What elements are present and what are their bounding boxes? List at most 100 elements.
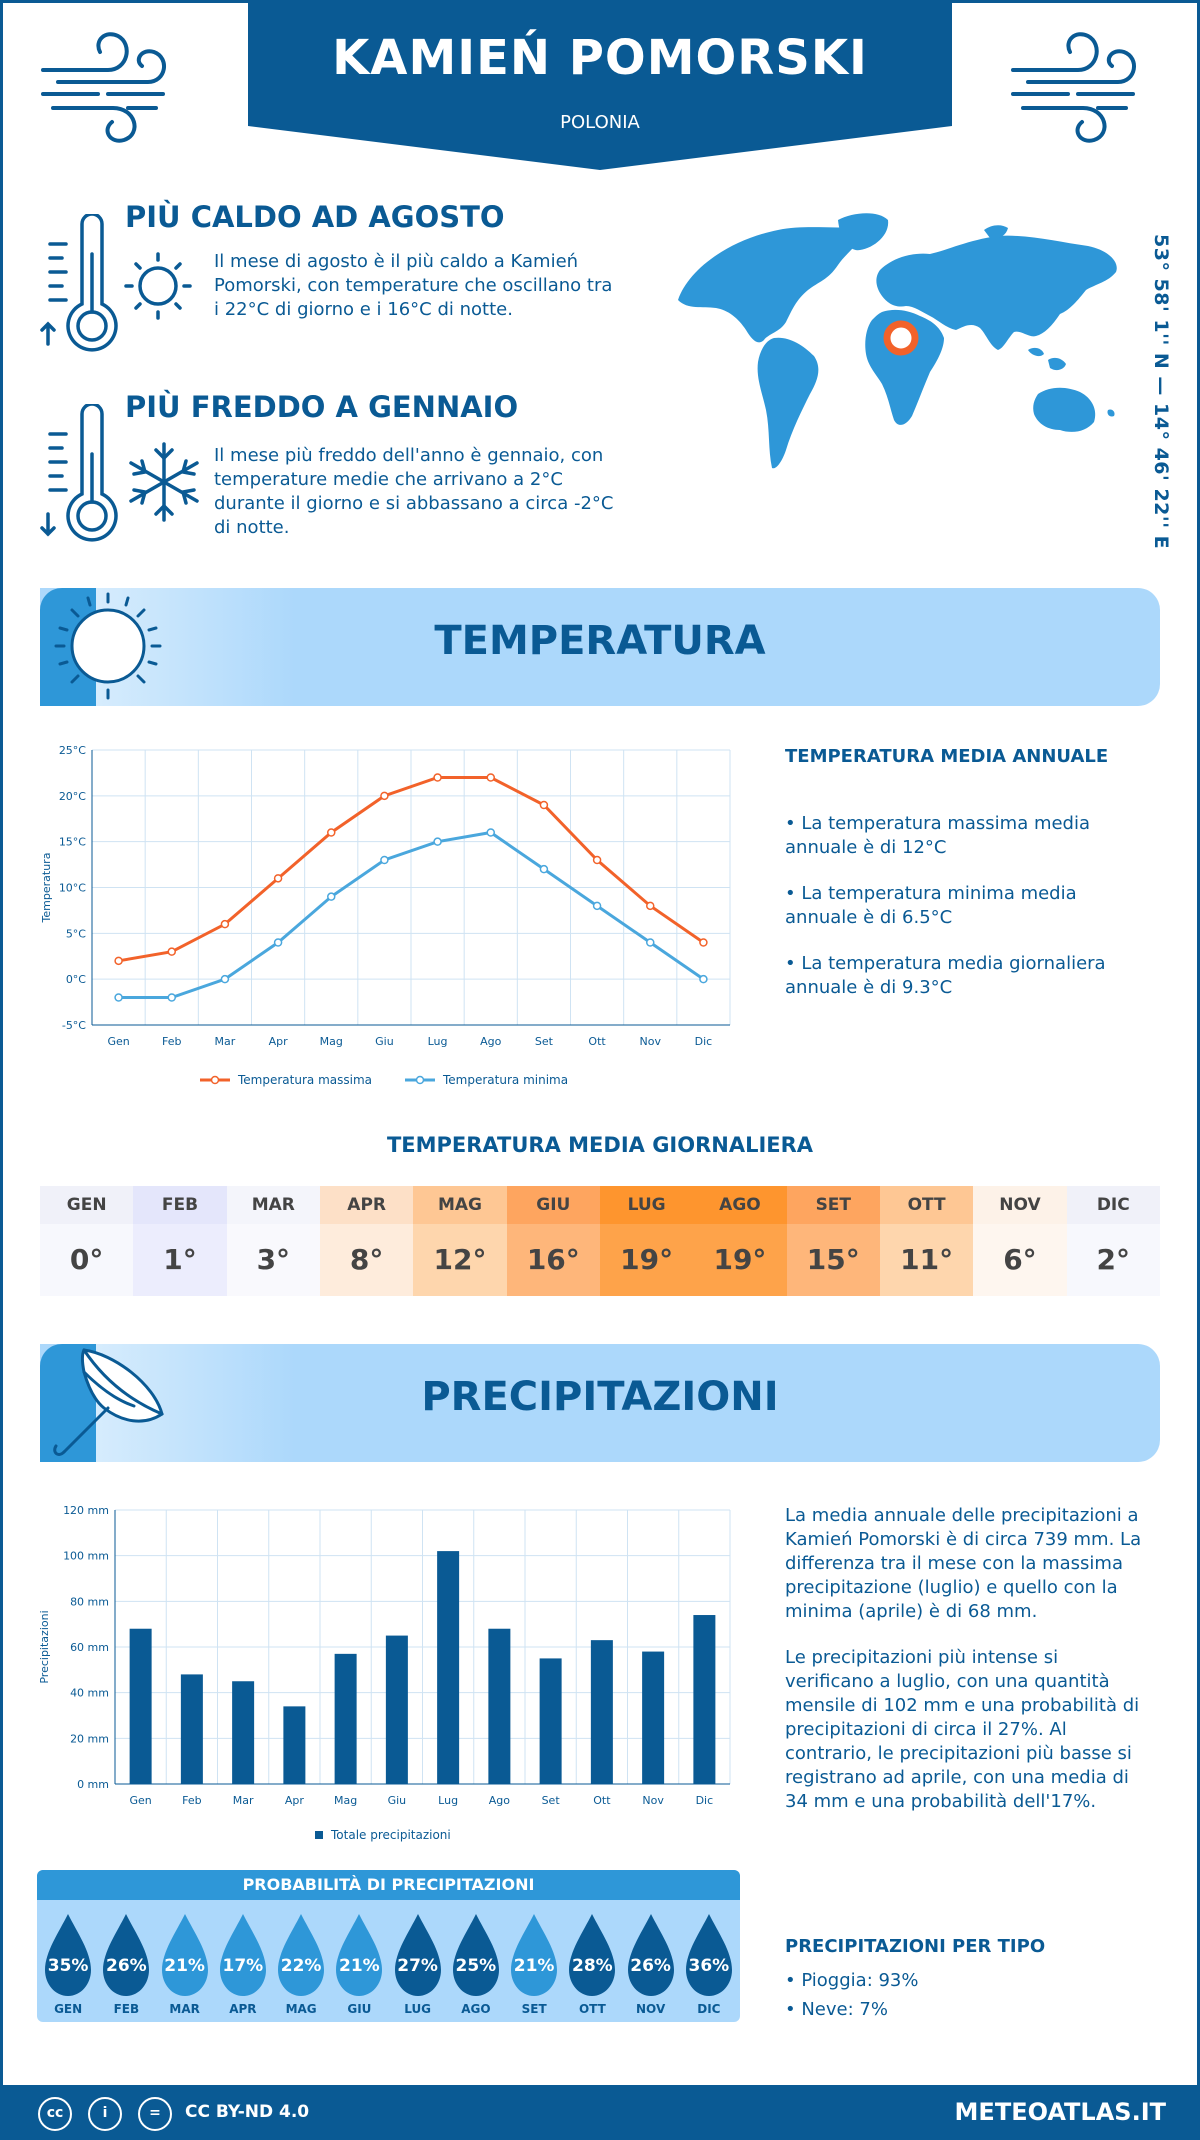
precip-probability-item: 21% MAR bbox=[156, 1910, 214, 2020]
precip-probability-value: 21% bbox=[339, 1956, 380, 1976]
data-point bbox=[539, 800, 549, 810]
precip-probability-month: AGO bbox=[461, 2002, 491, 2016]
precip-bar bbox=[232, 1681, 255, 1784]
x-tick-label: Nov bbox=[640, 1035, 662, 1048]
daily-month-label: LUG bbox=[599, 1186, 694, 1224]
x-tick-label: Dic bbox=[695, 1035, 713, 1048]
x-tick-label: Mag bbox=[320, 1035, 343, 1048]
precip-probability-month: OTT bbox=[578, 2002, 606, 2016]
precip-probability-month: GEN bbox=[54, 2002, 83, 2016]
data-point bbox=[114, 993, 123, 1002]
legend-marker bbox=[210, 1075, 220, 1085]
data-point bbox=[220, 974, 230, 984]
x-tick-label: Apr bbox=[269, 1035, 289, 1048]
y-tick-label: 5°C bbox=[66, 927, 86, 940]
daily-temp-value: 15° bbox=[786, 1224, 880, 1296]
daily-temp-value: 8° bbox=[319, 1224, 414, 1296]
legend-label: Temperatura minima bbox=[442, 1073, 568, 1087]
raindrop-icon bbox=[161, 1914, 208, 1996]
raindrop-icon bbox=[569, 1914, 616, 1996]
y-tick-label: 0 mm bbox=[77, 1778, 109, 1791]
precip-probability-value: 35% bbox=[47, 1956, 89, 1976]
daily-month-label: APR bbox=[319, 1186, 414, 1224]
y-tick-label: 60 mm bbox=[70, 1641, 109, 1654]
data-point bbox=[220, 919, 230, 929]
data-point bbox=[433, 837, 442, 846]
daily-month-label: NOV bbox=[973, 1186, 1067, 1224]
raindrop-icon bbox=[627, 1914, 674, 1996]
data-point bbox=[273, 874, 283, 883]
precip-probability-item: 27% LUG bbox=[389, 1910, 447, 2020]
daily-temp-value: 3° bbox=[226, 1224, 320, 1296]
daily-temp-column: MAR 3° bbox=[226, 1186, 320, 1296]
raindrop-icon bbox=[278, 1914, 324, 1996]
site-link[interactable]: METEOATLAS.IT bbox=[954, 2098, 1166, 2126]
daily-month-label: GIU bbox=[506, 1186, 600, 1224]
precip-probability-month: NOV bbox=[636, 2002, 666, 2016]
precip-summary: La media annuale delle precipitazioni a … bbox=[785, 1504, 1145, 1836]
precip-summary-extremes: Le precipitazioni più intense si verific… bbox=[785, 1647, 1140, 1812]
raindrop-icon bbox=[103, 1914, 150, 1996]
coldest-text: Il mese più freddo dell'anno è gennaio, … bbox=[214, 445, 614, 538]
attribution-icon: i bbox=[88, 2097, 122, 2131]
data-point bbox=[327, 828, 336, 837]
precip-type-rain: • Pioggia: 93% bbox=[785, 1970, 919, 1991]
footer: cc i = CC BY-ND 4.0 METEOATLAS.IT bbox=[0, 2085, 1200, 2140]
x-tick-label: Ott bbox=[593, 1794, 611, 1807]
daily-temp-column: NOV 6° bbox=[973, 1186, 1067, 1296]
precip-bar bbox=[334, 1653, 357, 1784]
precip-bar bbox=[129, 1628, 152, 1784]
hottest-text: Il mese di agosto è il più caldo a Kamie… bbox=[214, 251, 613, 320]
data-point bbox=[699, 938, 708, 947]
x-tick-label: Mag bbox=[334, 1794, 357, 1807]
legend-marker bbox=[415, 1075, 425, 1085]
y-tick-label: 15°C bbox=[59, 836, 86, 849]
license-label: CC BY-ND 4.0 bbox=[185, 2102, 310, 2122]
daily-temp-value: 0° bbox=[40, 1224, 134, 1296]
precip-probability-value: 17% bbox=[222, 1956, 264, 1976]
y-tick-label: 100 mm bbox=[63, 1550, 109, 1563]
x-tick-label: Set bbox=[542, 1794, 561, 1807]
precip-probability-value: 25% bbox=[455, 1956, 497, 1976]
precip-probability-value: 27% bbox=[397, 1956, 438, 1976]
data-point bbox=[592, 855, 602, 865]
precip-probability-item: 17% APR bbox=[214, 1910, 272, 2020]
precip-probability-value: 21% bbox=[513, 1956, 555, 1976]
daily-temp-column: GEN 0° bbox=[40, 1186, 134, 1296]
precip-bar bbox=[488, 1628, 511, 1784]
daily-temp-value: 12° bbox=[413, 1224, 507, 1296]
precip-probability-item: 22% MAG bbox=[272, 1910, 330, 2020]
data-point bbox=[380, 855, 389, 865]
city-title: KAMIEŃ POMORSKI bbox=[332, 30, 868, 86]
y-tick-label: 10°C bbox=[59, 882, 86, 895]
precip-probability-value: 26% bbox=[106, 1956, 147, 1976]
precip-probability-month: FEB bbox=[113, 2002, 140, 2016]
precip-probability-item: 26% FEB bbox=[97, 1910, 155, 2020]
precip-bar bbox=[539, 1658, 562, 1784]
sun-icon bbox=[54, 592, 162, 700]
daily-month-label: DIC bbox=[1066, 1186, 1160, 1224]
raindrop-icon bbox=[452, 1914, 499, 1996]
x-tick-label: Lug bbox=[438, 1794, 458, 1807]
precip-type-list: • Pioggia: 93% • Neve: 7% bbox=[785, 1966, 1145, 2024]
wind-icon bbox=[41, 32, 166, 143]
daily-temp-column: APR 8° bbox=[319, 1186, 414, 1296]
daily-month-label: SET bbox=[786, 1186, 880, 1224]
temp-summary: • La temperatura massima media annuale è… bbox=[785, 812, 1145, 1022]
precip-probability-value: 22% bbox=[280, 1956, 322, 1976]
temp-min-summary: • La temperatura minima media annuale è … bbox=[785, 883, 1077, 928]
precip-probability-value: 28% bbox=[572, 1956, 613, 1976]
precip-probability-month: LUG bbox=[404, 2002, 432, 2016]
x-tick-label: Ott bbox=[588, 1035, 606, 1048]
data-point bbox=[699, 974, 708, 984]
daily-month-label: MAR bbox=[226, 1186, 320, 1224]
precip-probability-item: 35% GEN bbox=[39, 1910, 97, 2020]
data-point bbox=[167, 947, 176, 956]
y-tick-label: 20°C bbox=[59, 790, 86, 803]
temp-avg-summary: • La temperatura media giornaliera annua… bbox=[785, 953, 1106, 998]
title-banner bbox=[248, 0, 952, 170]
y-tick-label: -5°C bbox=[62, 1019, 86, 1032]
raindrop-icon bbox=[336, 1914, 383, 1996]
precip-probability-item: 28% OTT bbox=[563, 1910, 621, 2020]
x-tick-label: Gen bbox=[107, 1035, 129, 1048]
